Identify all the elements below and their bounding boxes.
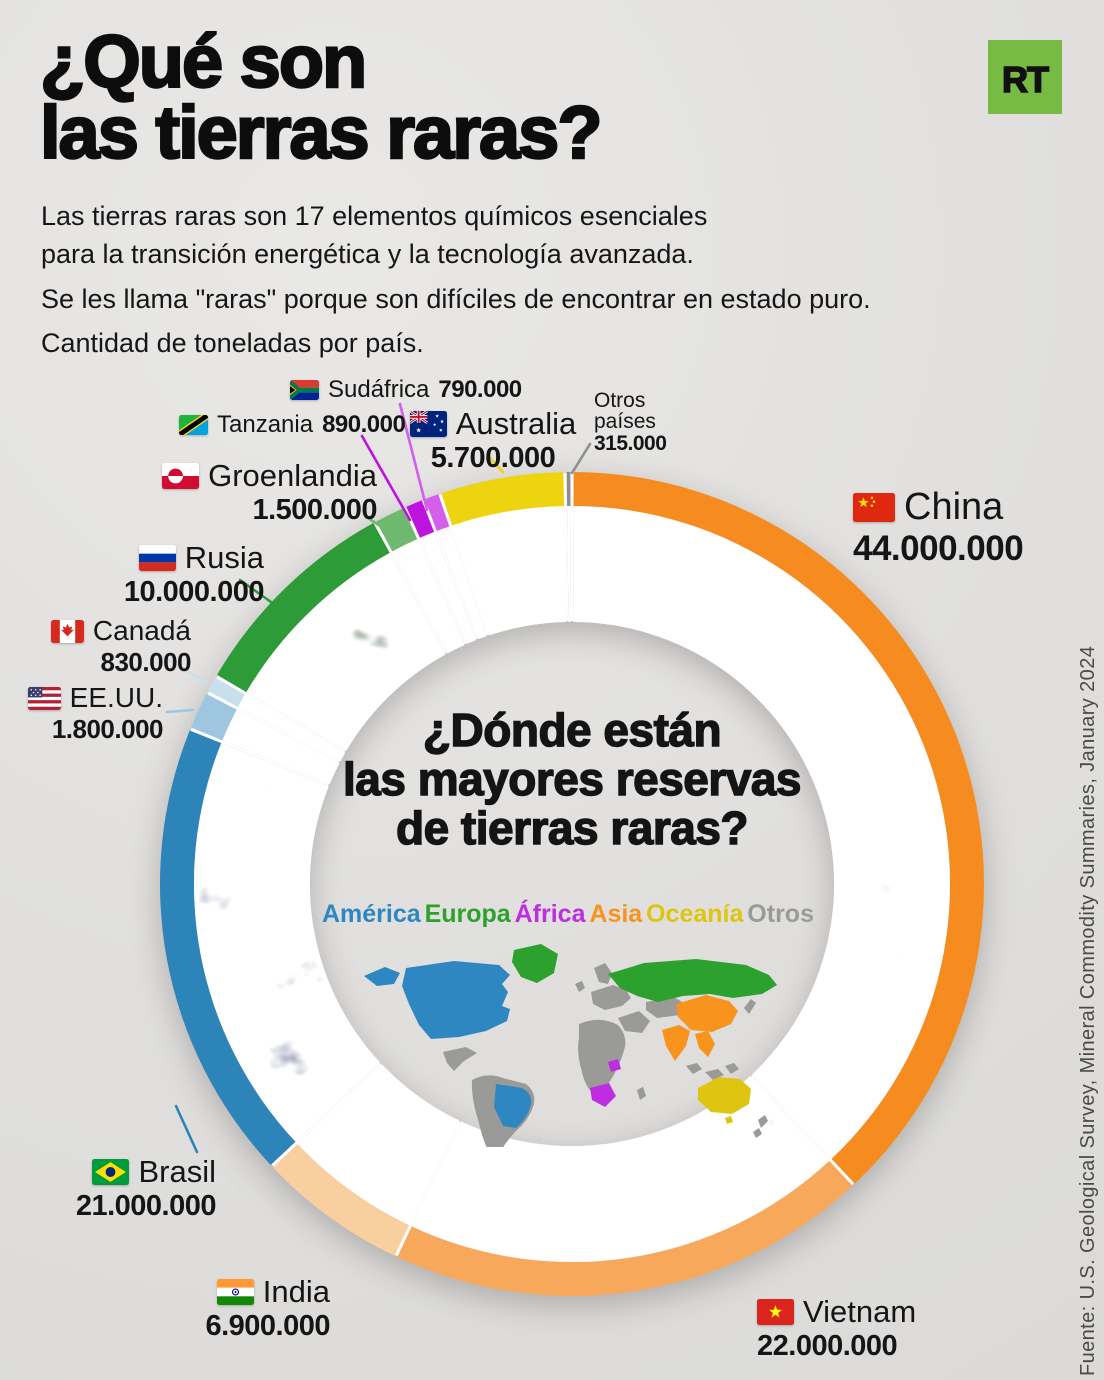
legend-europa: Europa bbox=[424, 900, 511, 928]
segment-inner-otros bbox=[567, 506, 571, 623]
segment-inner-china bbox=[573, 506, 951, 1159]
leader-line-canada bbox=[153, 650, 209, 685]
segment-outer-sudafrica bbox=[424, 494, 450, 531]
segment-inner-australia bbox=[452, 506, 567, 636]
segment-outer-china bbox=[573, 472, 984, 1184]
leader-line-eeuu bbox=[165, 708, 195, 714]
page-title: ¿Qué son las tierras raras? bbox=[39, 23, 604, 170]
eeuu-flag-icon bbox=[27, 686, 61, 710]
segment-outer-vietnam bbox=[397, 1160, 853, 1297]
segment-inner-groenlandia bbox=[392, 539, 465, 654]
label-brasil: Brasil 21.000.000 bbox=[75, 1154, 217, 1222]
map-asia-regions bbox=[662, 995, 738, 1061]
leader-lines bbox=[153, 402, 592, 1154]
label-otros: Otros países 315.000 bbox=[594, 389, 667, 455]
legend-america: América bbox=[322, 900, 421, 928]
groenlandia-flag-icon bbox=[162, 463, 200, 489]
segment-inner-tanzania bbox=[419, 532, 477, 645]
segment-inner-eeuu bbox=[222, 709, 340, 785]
label-rusia: Rusia 10.000.000 bbox=[123, 540, 265, 608]
segment-outer-eeuu bbox=[190, 693, 237, 741]
segment-outer-australia bbox=[441, 472, 565, 526]
segment-outer-rusia bbox=[217, 523, 390, 693]
segment-outer-groenlandia bbox=[376, 508, 418, 552]
rt-logo: RT bbox=[988, 40, 1062, 114]
map-europa-regions bbox=[512, 944, 777, 1002]
label-vietnam: Vietnam 22.000.000 bbox=[757, 1294, 917, 1362]
page-title-line1: ¿Qué son bbox=[39, 20, 369, 103]
label-tanzania: Tanzania 890.000 bbox=[179, 411, 406, 439]
leader-line-otros bbox=[570, 442, 592, 475]
segment-outer-brasil bbox=[159, 730, 296, 1165]
label-india: India 6.900.000 bbox=[205, 1274, 330, 1342]
leader-line-groenlandia bbox=[366, 516, 394, 536]
legend-otros: Otros bbox=[747, 900, 814, 928]
intro-paragraph-1: Las tierras raras son 17 elementos quími… bbox=[41, 201, 708, 269]
segment-inner-vietnam bbox=[411, 1075, 830, 1262]
legend-africa: África bbox=[514, 900, 586, 928]
label-australia: Australia 5.700.000 bbox=[398, 406, 588, 475]
map-oceania-regions bbox=[698, 1077, 751, 1124]
donut-center-title: ¿Dónde están las mayores reservas de tie… bbox=[342, 704, 802, 854]
label-canada: Canadá 830.000 bbox=[50, 615, 192, 678]
canada-flag-icon bbox=[50, 619, 84, 643]
leader-line-rusia bbox=[238, 578, 273, 604]
india-flag-icon bbox=[216, 1279, 254, 1305]
legend-asia: Asia bbox=[589, 900, 643, 928]
segment-inner-rusia bbox=[246, 552, 446, 751]
australia-flag-icon bbox=[409, 411, 447, 437]
segment-inner-brasil bbox=[193, 743, 381, 1142]
continent-legend: América Europa África Asia Oceanía Otros bbox=[322, 900, 814, 929]
map-america-regions bbox=[364, 961, 532, 1128]
leader-line-australia bbox=[487, 455, 505, 474]
china-flag-icon bbox=[853, 493, 895, 522]
segment-inner-sudafrica bbox=[436, 526, 487, 640]
label-eeuu: EE.UU. 1.800.000 bbox=[27, 682, 164, 745]
label-groenlandia: Groenlandia 1.500.000 bbox=[162, 458, 377, 527]
segment-outer-india bbox=[272, 1143, 410, 1256]
page-title-line2: las tierras raras? bbox=[39, 91, 604, 175]
leader-line-sudafrica bbox=[398, 402, 429, 512]
donut-ring bbox=[159, 472, 984, 1297]
segment-outer-otros bbox=[566, 472, 571, 507]
vietnam-flag-icon bbox=[757, 1299, 794, 1325]
label-china: China 44.000.000 bbox=[853, 486, 1024, 568]
brasil-flag-icon bbox=[92, 1159, 130, 1185]
leader-line-brasil bbox=[174, 1104, 199, 1154]
map-africa-regions bbox=[590, 1059, 621, 1107]
segment-inner-india bbox=[297, 1064, 460, 1226]
source-note: Fuente: U.S. Geological Survey, Mineral … bbox=[1077, 645, 1099, 1376]
sudafrica-flag-icon bbox=[290, 380, 319, 400]
rt-logo-text: RT bbox=[1001, 58, 1050, 101]
segment-outer-tanzania bbox=[406, 500, 435, 538]
legend-oceania: Oceanía bbox=[646, 900, 744, 928]
tanzania-flag-icon bbox=[179, 415, 208, 435]
segment-inner-canada bbox=[238, 694, 346, 762]
intro-paragraph-3: Cantidad de toneladas por país. bbox=[41, 328, 424, 358]
leader-line-tanzania bbox=[360, 434, 412, 522]
segment-outer-canada bbox=[207, 677, 245, 707]
rusia-flag-icon bbox=[138, 545, 176, 571]
intro-paragraph-2: Se les llama "raras" porque son difícile… bbox=[41, 284, 871, 314]
label-sudafrica: Sudáfrica 790.000 bbox=[290, 376, 522, 404]
world-map bbox=[348, 942, 788, 1157]
